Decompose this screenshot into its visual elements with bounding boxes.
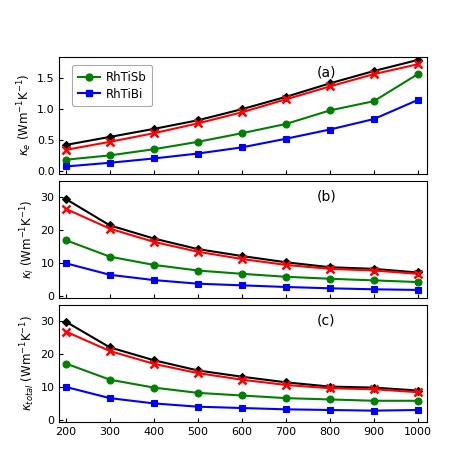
Text: (a): (a) <box>316 65 336 79</box>
Legend: RhTiSb, RhTiBi: RhTiSb, RhTiBi <box>73 65 152 107</box>
Y-axis label: $\kappa_{total}$ (Wm$^{-1}$K$^{-1}$): $\kappa_{total}$ (Wm$^{-1}$K$^{-1}$) <box>19 315 37 411</box>
Y-axis label: $\kappa_l$ (Wm$^{-1}$K$^{-1}$): $\kappa_l$ (Wm$^{-1}$K$^{-1}$) <box>19 200 37 279</box>
Y-axis label: $\kappa_e$ (Wm$^{-1}$K$^{-1}$): $\kappa_e$ (Wm$^{-1}$K$^{-1}$) <box>15 74 34 156</box>
Text: (c): (c) <box>316 313 335 327</box>
Text: (b): (b) <box>316 189 336 203</box>
